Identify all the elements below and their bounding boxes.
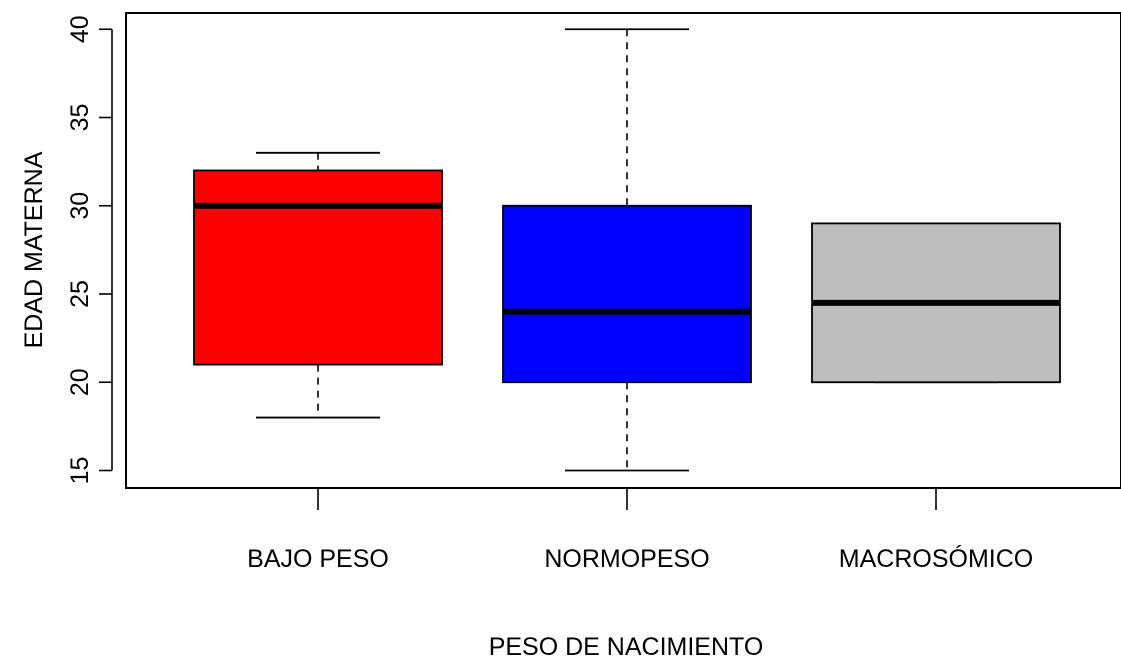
y-tick-label: 15 <box>66 457 94 485</box>
y-tick-label: 25 <box>66 280 94 308</box>
y-axis-label: EDAD MATERNA <box>20 151 48 348</box>
y-tick-label: 35 <box>66 104 94 132</box>
y-axis: 15 20 25 30 35 40 <box>66 15 113 485</box>
box-body <box>193 169 443 366</box>
box-bajo-peso <box>193 151 443 419</box>
x-tick-label: MACROSÓMICO <box>839 544 1033 573</box>
x-tick-label: BAJO PESO <box>247 545 389 573</box>
boxes <box>193 28 1061 472</box>
x-axis-label: PESO DE NACIMIENTO <box>489 633 764 661</box>
plot-frame <box>125 12 1121 489</box>
y-tick-label: 40 <box>66 15 94 43</box>
y-tick-label: 20 <box>66 368 94 396</box>
x-tick-label: NORMOPESO <box>544 545 709 573</box>
y-tick-label: 30 <box>66 192 94 220</box>
box-macrosómico <box>811 222 1061 384</box>
x-axis: BAJO PESO NORMOPESO MACROSÓMICO <box>247 488 1033 573</box>
box-body <box>502 204 752 384</box>
box-normopeso <box>502 28 752 472</box>
